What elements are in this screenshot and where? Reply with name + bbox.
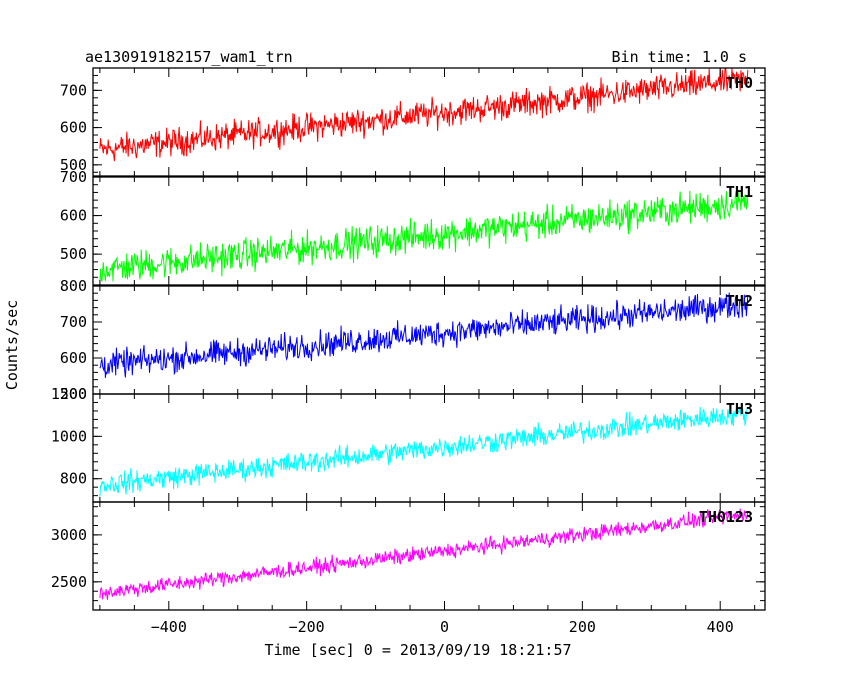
plot-title-right: Bin time: 1.0 s xyxy=(612,48,747,66)
y-tick-label: 700 xyxy=(60,313,87,331)
panel-label-th0: TH0 xyxy=(726,74,753,92)
series-line-th2 xyxy=(99,292,749,378)
y-tick-label: 500 xyxy=(60,245,87,263)
y-tick-label: 700 xyxy=(60,168,87,186)
panel-frame xyxy=(92,501,766,611)
panel-label-th3: TH3 xyxy=(726,400,753,418)
panel-frame xyxy=(92,67,766,177)
panel-th2: 500 600 700 800 TH2 xyxy=(60,277,766,403)
panel-th0123: 2500 3000 TH0123 xyxy=(51,501,766,611)
panel-label-th0123: TH0123 xyxy=(699,508,753,526)
y-tick-label: 800 xyxy=(60,470,87,488)
panel-th3: 800 1000 1200 TH3 xyxy=(51,385,766,503)
x-axis-label: Time [sec] 0 = 2013/09/19 18:21:57 xyxy=(264,641,571,659)
series-line-th3 xyxy=(99,403,748,497)
y-tick-label: 1200 xyxy=(51,385,87,403)
x-tick-label: −400 xyxy=(151,618,187,636)
x-tick-label: −200 xyxy=(289,618,325,636)
panel-th1: 500 600 700 TH1 xyxy=(60,168,766,286)
panel-label-th1: TH1 xyxy=(726,183,753,201)
y-tick-label: 2500 xyxy=(51,573,87,591)
panel-label-th2: TH2 xyxy=(726,292,753,310)
x-tick-label: 400 xyxy=(707,618,734,636)
y-tick-label: 600 xyxy=(60,349,87,367)
y-tick-label: 500 xyxy=(60,385,87,403)
panel-th0: 500 600 700 TH0 xyxy=(60,67,766,177)
y-tick-label: 700 xyxy=(60,81,87,99)
y-tick-label: 800 xyxy=(60,277,87,295)
y-axis-label: Counts/sec xyxy=(3,300,21,390)
y-tick-label: 500 xyxy=(60,156,87,174)
series-line-th0 xyxy=(99,67,749,162)
y-tick-label: 600 xyxy=(60,119,87,137)
plot-title-left: ae130919182157_wam1_trn xyxy=(85,48,293,66)
y-tick-label: 3000 xyxy=(51,526,87,544)
x-tick-label: 0 xyxy=(440,618,449,636)
series-line-th0123 xyxy=(99,508,749,600)
panel-frame xyxy=(92,176,766,286)
series-line-th1 xyxy=(99,190,749,282)
x-tick-label: 200 xyxy=(569,618,596,636)
y-tick-label: 1000 xyxy=(51,427,87,445)
panels-group: 500 600 700 TH0 500 600 700 TH1 500 600 700 800 TH2 8… xyxy=(51,67,766,636)
y-tick-label: 600 xyxy=(60,207,87,225)
